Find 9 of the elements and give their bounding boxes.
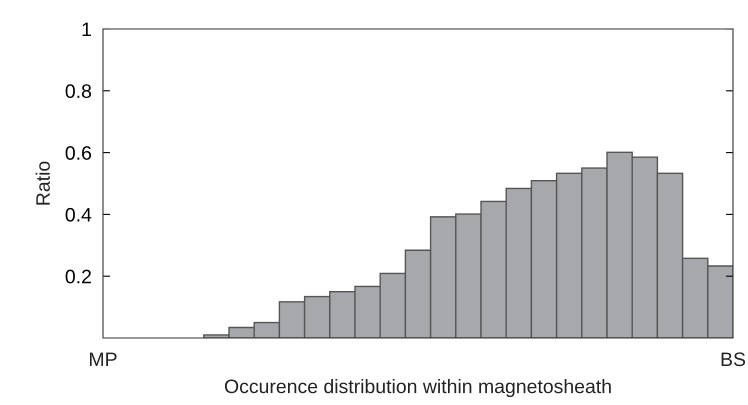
text: MP (90, 352, 117, 366)
x-axis-title: Occurence distribution within magnetosheath (224, 378, 611, 398)
text: BS (722, 352, 746, 366)
y-tick-label: 0.8 (66, 84, 92, 98)
y-tick-label: 0.4 (66, 208, 92, 222)
y-tick-label: 0.2 (66, 270, 91, 284)
y-axis-title: Ratio (36, 162, 50, 205)
y-tick-label: 1 (82, 22, 91, 36)
y-tick-label: 0.6 (66, 146, 92, 160)
